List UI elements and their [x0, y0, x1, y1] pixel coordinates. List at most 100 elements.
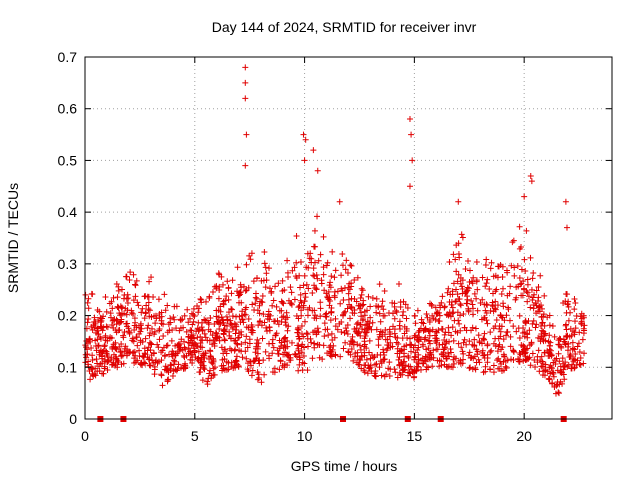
data-point: [298, 322, 305, 329]
data-point: [474, 286, 481, 293]
data-point: [490, 273, 497, 280]
data-point: [378, 360, 385, 367]
data-point: [172, 352, 179, 359]
data-point: [283, 309, 290, 316]
data-point: [154, 341, 161, 348]
data-point: [117, 303, 124, 310]
data-point: [82, 291, 89, 298]
data-point: [288, 339, 295, 346]
data-point: [498, 291, 505, 298]
data-point: [132, 281, 139, 288]
data-point: [329, 337, 336, 344]
data-point: [132, 282, 139, 289]
data-point: [262, 284, 269, 291]
data-point: [483, 256, 490, 263]
data-point: [513, 328, 520, 335]
data-point: [198, 299, 205, 306]
data-point: [151, 328, 158, 335]
data-point: [516, 223, 523, 230]
data-point: [312, 243, 319, 250]
data-point: [265, 265, 272, 272]
data-point: [426, 337, 433, 344]
data-point: [181, 312, 188, 319]
data-point: [453, 298, 460, 305]
x-tick-label: 10: [297, 428, 313, 444]
data-point: [304, 343, 311, 350]
data-point: [520, 277, 527, 284]
data-point: [347, 304, 354, 311]
data-point: [442, 353, 449, 360]
data-point: [188, 327, 195, 334]
data-point: [187, 356, 194, 363]
data-point: [311, 273, 318, 280]
data-point: [211, 321, 218, 328]
data-point: [92, 337, 99, 344]
data-point: [320, 271, 327, 278]
data-point: [109, 305, 116, 312]
data-point: [529, 297, 536, 304]
data-point: [400, 350, 407, 357]
data-point: [111, 316, 118, 323]
data-point: [422, 326, 429, 333]
data-point: [108, 356, 115, 363]
data-point: [215, 314, 222, 321]
data-point: [513, 284, 520, 291]
data-point: [232, 358, 239, 365]
data-point: [145, 299, 152, 306]
data-point: [367, 355, 374, 362]
data-point: [535, 347, 542, 354]
data-point: [209, 332, 216, 339]
data-point: [497, 312, 504, 319]
data-point: [535, 284, 542, 291]
data-point: [529, 275, 536, 282]
data-point: [522, 268, 529, 275]
data-point: [139, 305, 146, 312]
data-point: [304, 306, 311, 313]
data-point: [480, 335, 487, 342]
data-point: [351, 353, 358, 360]
data-point: [358, 353, 365, 360]
data-point: [276, 337, 283, 344]
data-point: [397, 326, 404, 333]
data-point: [449, 288, 456, 295]
data-point: [209, 341, 216, 348]
data-point: [423, 363, 430, 370]
data-point: [509, 239, 516, 246]
data-point: [285, 273, 292, 280]
data-point: [296, 350, 303, 357]
data-point: [440, 346, 447, 353]
data-point: [430, 315, 437, 322]
data-point: [522, 349, 529, 356]
data-point: [190, 318, 197, 325]
data-point: [310, 265, 317, 272]
data-point: [423, 366, 430, 373]
data-point: [363, 345, 370, 352]
data-point: [169, 372, 176, 379]
data-point: [454, 309, 461, 316]
data-point: [454, 278, 461, 285]
data-point: [379, 298, 386, 305]
data-point: [83, 338, 90, 345]
data-point: [538, 330, 545, 337]
data-point: [238, 284, 245, 291]
data-point: [340, 311, 347, 318]
data-point: [190, 332, 197, 339]
data-point: [156, 336, 163, 343]
data-point: [198, 362, 205, 369]
data-point: [279, 299, 286, 306]
data-point: [142, 335, 149, 342]
data-point: [181, 338, 188, 345]
data-point: [371, 372, 378, 379]
data-point: [565, 298, 572, 305]
data-point: [229, 277, 236, 284]
data-point: [374, 352, 381, 359]
data-point: [301, 157, 308, 164]
data-point: [361, 362, 368, 369]
data-point: [567, 309, 574, 316]
chart-title: Day 144 of 2024, SRMTID for receiver inv…: [212, 19, 477, 35]
data-point: [288, 301, 295, 308]
data-point: [459, 234, 466, 241]
data-point: [245, 360, 252, 367]
data-point: [294, 342, 301, 349]
data-point: [484, 320, 491, 327]
